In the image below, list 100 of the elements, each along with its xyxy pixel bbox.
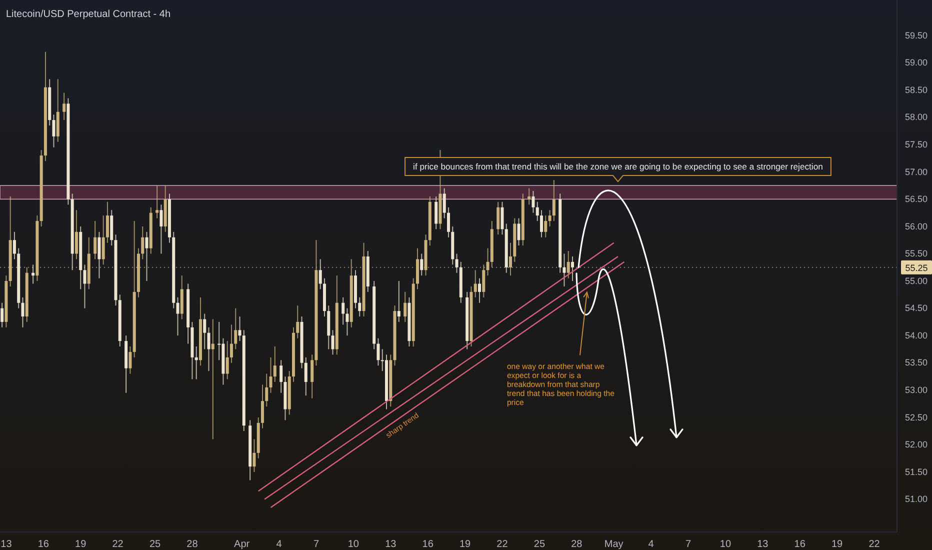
candlestick <box>455 253 458 274</box>
candlestick <box>106 201 109 244</box>
candlestick <box>265 373 268 408</box>
x-tick-label: 10 <box>720 539 732 550</box>
candlestick <box>238 316 242 342</box>
candlestick <box>98 231 101 279</box>
candlestick <box>102 215 105 266</box>
candlestick <box>52 114 56 148</box>
candlestick <box>552 180 556 222</box>
ref-line-label: 55.25 <box>905 262 928 273</box>
y-tick-label: 52.00 <box>905 440 928 450</box>
candlestick <box>280 360 283 394</box>
x-tick-label: 7 <box>313 539 320 550</box>
candlestick <box>252 438 256 472</box>
candlestick <box>226 340 229 380</box>
candlestick <box>260 384 264 429</box>
candlestick <box>128 346 132 374</box>
y-tick-label: 59.00 <box>905 58 928 68</box>
candlestick <box>397 280 400 322</box>
x-tick-label: 22 <box>496 539 508 550</box>
candlestick <box>74 210 78 260</box>
x-tick-label: 13 <box>385 539 397 550</box>
x-tick-label: 22 <box>112 539 124 550</box>
candlestick <box>540 210 544 238</box>
candlestick <box>310 354 314 399</box>
x-tick-label: 10 <box>348 539 360 550</box>
x-tick-label: 19 <box>75 539 87 550</box>
candlestick <box>12 231 16 260</box>
y-tick-label: 52.50 <box>905 412 928 422</box>
candlestick <box>478 278 481 304</box>
candlestick <box>211 318 214 440</box>
candlestick <box>420 253 424 276</box>
y-tick-label: 51.50 <box>905 466 928 477</box>
candlestick <box>509 242 512 276</box>
y-tick-label: 54.00 <box>905 330 928 340</box>
y-tick-label: 57.00 <box>905 166 928 177</box>
candlestick <box>160 204 163 254</box>
candlestick <box>571 256 574 282</box>
candlestick <box>474 270 477 298</box>
y-tick-label: 51.00 <box>905 494 928 504</box>
candlestick <box>203 313 206 350</box>
candlestick <box>94 220 97 260</box>
candlestick <box>496 201 500 236</box>
y-tick-label: 54.50 <box>905 303 928 314</box>
candlestick <box>562 253 566 287</box>
x-tick-label: 16 <box>38 539 50 550</box>
x-tick-label: 28 <box>571 539 583 550</box>
candlestick <box>517 218 520 246</box>
candlestick <box>500 201 504 236</box>
candlestick <box>156 185 159 219</box>
candlestick <box>548 210 552 227</box>
y-tick-label: 53.50 <box>905 358 928 368</box>
x-tick-label: 16 <box>794 539 806 550</box>
candlestick <box>342 296 345 326</box>
text: Litecoin/USD Perpetual Contract - 4h <box>6 9 171 20</box>
candlestick <box>331 330 334 356</box>
candlestick <box>207 326 210 372</box>
candlestick <box>0 302 4 328</box>
y-tick-label: 58.00 <box>905 112 928 122</box>
candlestick <box>230 324 233 364</box>
candlestick <box>304 356 308 396</box>
x-tick-label: 13 <box>757 539 769 550</box>
candlestick <box>176 296 180 336</box>
annotation: if price bounces from that trend this will be the zone we are going to be expecting to see a stronger rejection <box>413 162 824 172</box>
x-tick-label: 16 <box>422 539 434 550</box>
x-tick-label: 7 <box>685 539 692 550</box>
candlestick <box>194 346 198 380</box>
candlestick <box>273 346 276 382</box>
candlestick <box>447 206 450 238</box>
x-tick-label: 19 <box>459 539 472 550</box>
candlestick <box>404 291 407 322</box>
candlestick <box>269 356 272 394</box>
candlestick <box>566 250 570 279</box>
x-tick-label: 19 <box>832 539 844 550</box>
x-tick-label: May <box>604 539 624 550</box>
candlestick <box>544 215 548 238</box>
y-tick-label: 58.50 <box>905 84 928 95</box>
candlestick <box>141 226 144 260</box>
candlestick <box>442 188 446 219</box>
candlestick <box>434 196 438 230</box>
candlestick <box>318 258 322 290</box>
candlestick <box>358 296 362 317</box>
x-tick-label: 4 <box>276 539 282 550</box>
y-tick-label: 57.50 <box>905 139 928 150</box>
y-tick-label: 55.50 <box>905 248 928 259</box>
x-tick-label: 4 <box>648 539 654 550</box>
candlestick <box>536 201 539 222</box>
candlestick <box>145 231 148 282</box>
y-tick-label: 55.00 <box>905 276 928 286</box>
candlestick <box>83 264 86 309</box>
x-tick-label: 28 <box>186 539 198 550</box>
x-tick-label: Apr <box>234 539 250 550</box>
candlestick <box>62 92 66 121</box>
y-tick-label: 53.00 <box>905 385 928 396</box>
candlestick <box>296 305 300 339</box>
candlestick <box>532 190 535 214</box>
y-tick-label: 56.50 <box>905 194 928 204</box>
y-tick-label: 59.50 <box>905 30 928 40</box>
candlestick <box>21 296 24 328</box>
x-tick-label: 25 <box>149 539 162 550</box>
